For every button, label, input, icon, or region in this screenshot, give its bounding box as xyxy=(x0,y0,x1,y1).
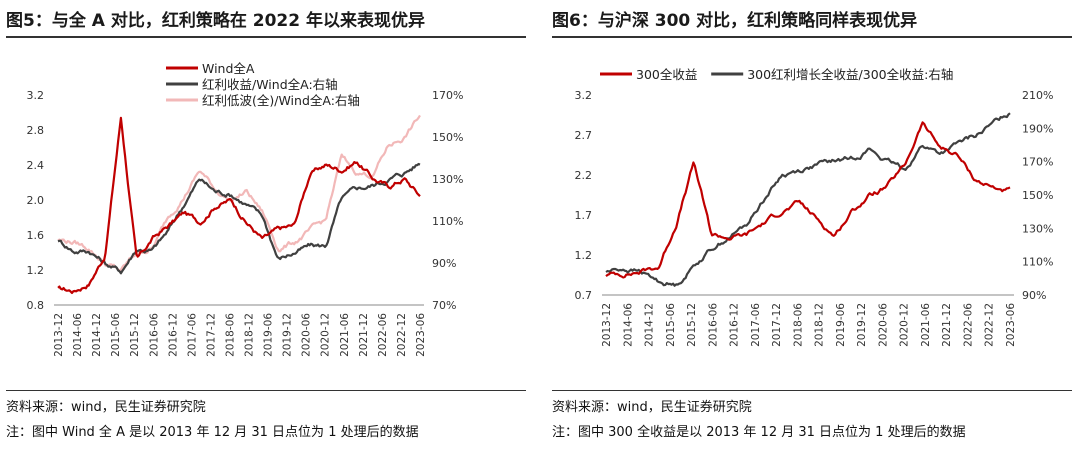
x-tick-label: 2021-06 xyxy=(920,303,932,347)
x-tick-label: 2016-06 xyxy=(707,303,719,347)
x-tick-label: 2020-12 xyxy=(320,313,332,357)
x-tick-label: 2022-12 xyxy=(396,313,408,357)
x-tick-label: 2018-06 xyxy=(224,313,236,357)
x-tick-label: 2019-12 xyxy=(282,313,294,357)
x-tick-label: 2021-12 xyxy=(941,303,953,347)
series-line xyxy=(605,121,1011,279)
x-tick-label: 2022-06 xyxy=(962,303,974,347)
x-tick-label: 2015-06 xyxy=(665,303,677,347)
series-line xyxy=(605,112,1011,287)
x-tick-label: 2014-06 xyxy=(622,303,634,347)
x-tick-label: 2017-06 xyxy=(186,313,198,357)
x-tick-label: 2018-12 xyxy=(244,313,256,357)
x-tick-label: 2015-12 xyxy=(686,303,698,347)
x-tick-label: 2018-12 xyxy=(814,303,826,347)
x-tick-label: 2019-12 xyxy=(856,303,868,347)
y-right-tick-label: 110% xyxy=(1022,256,1053,269)
y-right-tick-label: 170% xyxy=(1022,156,1053,169)
x-tick-label: 2021-12 xyxy=(358,313,370,357)
line-chart-dividend-vs-csi300: 0.7 1.2 1.7 2.2 2.7 3.2 90% 110% 130% 150% 170% 190… xyxy=(575,67,1054,347)
x-tick-label: 2016-12 xyxy=(167,313,179,357)
y-left-tick-label: 0.8 xyxy=(27,299,45,312)
y-left-tick-label: 1.2 xyxy=(575,249,593,262)
y-left-tick-label: 0.7 xyxy=(575,289,593,302)
series-line xyxy=(57,162,421,275)
x-tick-label: 2022-12 xyxy=(984,303,996,347)
y-left-tick-label: 2.0 xyxy=(27,194,45,207)
source-note: 资料来源：wind，民生证券研究院 xyxy=(6,400,206,415)
x-tick-label: 2013-12 xyxy=(53,313,65,357)
title-divider xyxy=(552,36,1072,38)
y-left-tick-label: 3.2 xyxy=(575,89,593,102)
y-right-tick-label: 110% xyxy=(432,215,463,228)
y-right-tick-label: 190% xyxy=(1022,122,1053,135)
x-tick-label: 2019-06 xyxy=(835,303,847,347)
y-left-tick-label: 3.2 xyxy=(27,89,45,102)
legend-label: Wind全A xyxy=(202,61,255,76)
y-left-tick-label: 2.8 xyxy=(27,124,45,137)
y-left-tick-label: 1.2 xyxy=(27,264,45,277)
y-left-tick-label: 2.7 xyxy=(575,129,593,142)
x-tick-label: 2020-06 xyxy=(301,313,313,357)
x-tick-label: 2018-06 xyxy=(792,303,804,347)
x-tick-label: 2016-06 xyxy=(148,313,160,357)
x-tick-label: 2020-12 xyxy=(899,303,911,347)
y-right-tick-label: 170% xyxy=(432,89,463,102)
title-divider xyxy=(6,36,526,38)
figure-title: 图5：与全 A 对比，红利策略在 2022 年以来表现优异 xyxy=(6,11,425,31)
x-tick-label: 2013-12 xyxy=(601,303,613,347)
x-tick-label: 2023-06 xyxy=(415,313,427,357)
x-tick-label: 2020-06 xyxy=(877,303,889,347)
remark-note: 注：图中 Wind 全 A 是以 2013 年 12 月 31 日点位为 1 处… xyxy=(6,425,419,440)
legend-label: 红利低波(全)/Wind全A:右轴 xyxy=(202,93,360,108)
x-tick-label: 2014-12 xyxy=(91,313,103,357)
legend-label: 300全收益 xyxy=(636,67,697,82)
y-left-tick-label: 2.2 xyxy=(575,169,593,182)
source-note: 资料来源：wind，民生证券研究院 xyxy=(552,400,752,415)
x-tick-label: 2015-06 xyxy=(110,313,122,357)
x-tick-label: 2021-06 xyxy=(339,313,351,357)
y-left-tick-label: 1.6 xyxy=(27,229,45,242)
x-tick-label: 2023-06 xyxy=(1005,303,1017,347)
y-right-tick-label: 130% xyxy=(432,173,463,186)
footer-divider xyxy=(552,390,1072,391)
legend-label: 红利收益/Wind全A:右轴 xyxy=(202,77,338,92)
figure-title: 图6：与沪深 300 对比，红利策略同样表现优异 xyxy=(552,11,918,31)
x-tick-label: 2017-06 xyxy=(750,303,762,347)
y-right-tick-label: 90% xyxy=(1022,289,1046,302)
x-tick-label: 2014-06 xyxy=(72,313,84,357)
x-tick-label: 2014-12 xyxy=(644,303,656,347)
chart-panel-right: 图6：与沪深 300 对比，红利策略同样表现优异 0.7 1.2 1.7 2.2 2.7… xyxy=(552,0,1080,450)
x-tick-label: 2016-12 xyxy=(729,303,741,347)
x-tick-label: 2019-06 xyxy=(263,313,275,357)
line-chart-dividend-vs-wind-a: 0.8 1.2 1.6 2.0 2.4 2.8 3.2 70% 90% 110% 130% 150% 1… xyxy=(27,61,464,357)
remark-note: 注：图中 300 全收益是以 2013 年 12 月 31 日点位为 1 处理后… xyxy=(552,425,966,440)
series-line xyxy=(57,116,421,295)
y-right-tick-label: 150% xyxy=(432,131,463,144)
chart-panel-left: 图5：与全 A 对比，红利策略在 2022 年以来表现优异 0.8 1.2 1.6 2… xyxy=(6,0,534,450)
y-right-tick-label: 90% xyxy=(432,257,456,270)
x-tick-label: 2022-06 xyxy=(377,313,389,357)
x-tick-label: 2017-12 xyxy=(205,313,217,357)
y-left-tick-label: 2.4 xyxy=(27,159,45,172)
x-tick-label: 2017-12 xyxy=(771,303,783,347)
y-left-tick-label: 1.7 xyxy=(575,209,593,222)
legend-label: 300红利增长全收益/300全收益:右轴 xyxy=(747,67,953,82)
y-right-tick-label: 210% xyxy=(1022,89,1053,102)
y-right-tick-label: 150% xyxy=(1022,189,1053,202)
y-right-tick-label: 70% xyxy=(432,299,456,312)
y-right-tick-label: 130% xyxy=(1022,222,1053,235)
footer-divider xyxy=(6,390,526,391)
x-tick-label: 2015-12 xyxy=(129,313,141,357)
